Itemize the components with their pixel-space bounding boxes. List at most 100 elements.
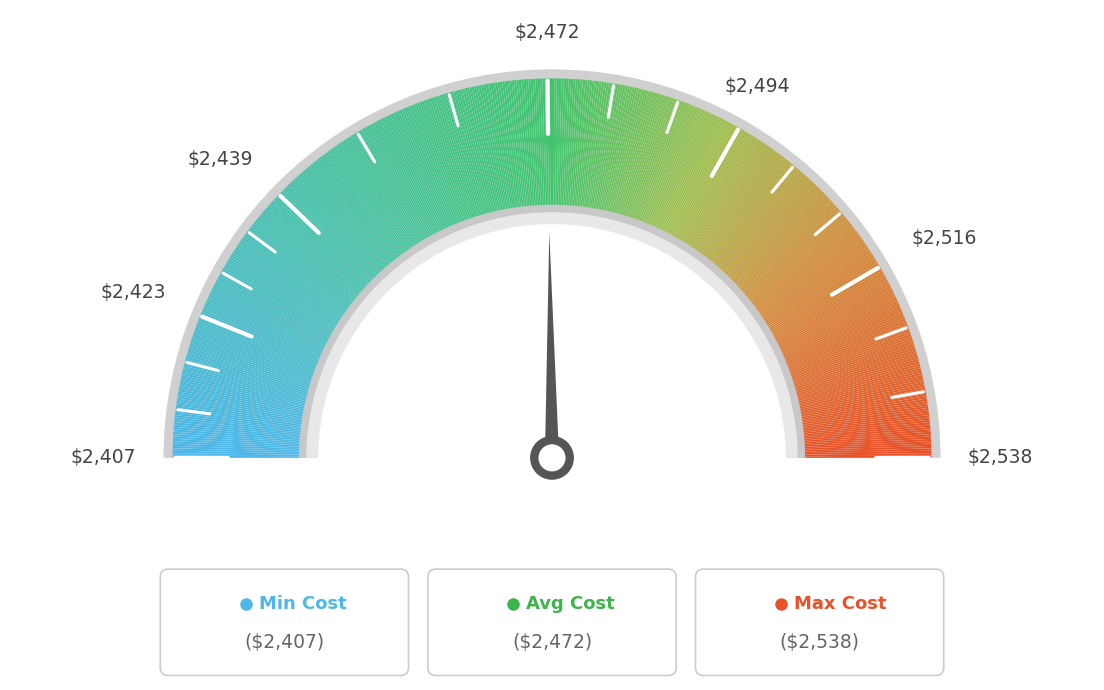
Wedge shape (325, 152, 403, 256)
Wedge shape (664, 117, 723, 233)
Wedge shape (278, 193, 372, 284)
Wedge shape (804, 446, 933, 451)
Wedge shape (172, 434, 301, 444)
Wedge shape (242, 236, 348, 313)
Wedge shape (800, 401, 928, 422)
Wedge shape (719, 172, 806, 270)
Wedge shape (771, 270, 884, 335)
Wedge shape (784, 311, 904, 362)
Wedge shape (455, 89, 489, 215)
Wedge shape (567, 78, 578, 207)
Wedge shape (375, 120, 436, 235)
Wedge shape (219, 273, 332, 337)
Wedge shape (804, 439, 932, 447)
Wedge shape (679, 129, 745, 242)
Wedge shape (291, 179, 381, 275)
Wedge shape (185, 354, 310, 391)
Wedge shape (224, 262, 337, 330)
Wedge shape (788, 329, 911, 374)
Wedge shape (713, 166, 798, 266)
Wedge shape (199, 315, 319, 365)
Wedge shape (769, 266, 882, 333)
Wedge shape (360, 128, 427, 241)
Wedge shape (604, 86, 633, 212)
Wedge shape (182, 366, 308, 398)
Text: Max Cost: Max Cost (794, 595, 887, 613)
Wedge shape (671, 124, 735, 237)
Wedge shape (563, 78, 571, 207)
Text: $2,494: $2,494 (724, 77, 789, 96)
Wedge shape (609, 88, 643, 213)
Wedge shape (410, 104, 459, 225)
Wedge shape (574, 79, 587, 208)
Wedge shape (584, 80, 602, 208)
Wedge shape (640, 101, 688, 223)
Wedge shape (200, 311, 320, 362)
Wedge shape (785, 313, 905, 364)
Wedge shape (511, 79, 527, 208)
Wedge shape (758, 240, 866, 315)
Wedge shape (665, 118, 724, 234)
Wedge shape (800, 398, 928, 420)
Wedge shape (768, 264, 881, 331)
Wedge shape (231, 252, 340, 323)
Wedge shape (480, 83, 507, 211)
Wedge shape (194, 324, 317, 371)
Wedge shape (425, 98, 470, 221)
Wedge shape (206, 296, 325, 352)
Wedge shape (171, 453, 300, 456)
Wedge shape (641, 102, 690, 224)
Wedge shape (184, 356, 309, 392)
Wedge shape (793, 347, 916, 386)
Wedge shape (306, 166, 391, 266)
Wedge shape (450, 90, 487, 215)
Wedge shape (669, 121, 731, 236)
Wedge shape (444, 92, 481, 217)
Wedge shape (756, 236, 862, 313)
Wedge shape (616, 90, 651, 215)
Wedge shape (803, 436, 932, 445)
Wedge shape (803, 431, 932, 442)
Wedge shape (743, 210, 842, 295)
Wedge shape (688, 138, 760, 247)
Wedge shape (605, 86, 635, 213)
Wedge shape (577, 79, 593, 208)
Wedge shape (177, 393, 304, 417)
Wedge shape (478, 84, 505, 211)
Wedge shape (201, 309, 320, 361)
Wedge shape (800, 393, 927, 417)
Wedge shape (593, 82, 616, 210)
Wedge shape (797, 375, 924, 404)
Wedge shape (741, 206, 839, 293)
Wedge shape (194, 327, 316, 373)
Wedge shape (639, 101, 686, 222)
Wedge shape (596, 83, 620, 210)
Wedge shape (486, 83, 510, 210)
Wedge shape (290, 181, 380, 275)
Wedge shape (689, 139, 762, 248)
Wedge shape (586, 81, 607, 209)
Wedge shape (502, 80, 520, 208)
Wedge shape (804, 455, 933, 458)
Wedge shape (211, 287, 327, 346)
Wedge shape (163, 69, 941, 458)
Wedge shape (513, 79, 529, 208)
Wedge shape (519, 79, 531, 207)
Wedge shape (221, 268, 333, 334)
Wedge shape (553, 77, 556, 206)
Wedge shape (330, 147, 406, 253)
Wedge shape (675, 126, 740, 239)
Wedge shape (650, 108, 703, 227)
Wedge shape (615, 89, 649, 215)
Wedge shape (644, 104, 692, 224)
Wedge shape (476, 85, 503, 211)
Wedge shape (495, 81, 516, 209)
Wedge shape (761, 246, 869, 319)
Wedge shape (796, 363, 921, 397)
Wedge shape (381, 117, 440, 233)
Wedge shape (457, 89, 491, 215)
Wedge shape (662, 116, 721, 233)
Wedge shape (172, 427, 301, 439)
Wedge shape (739, 203, 836, 290)
Wedge shape (787, 322, 909, 370)
